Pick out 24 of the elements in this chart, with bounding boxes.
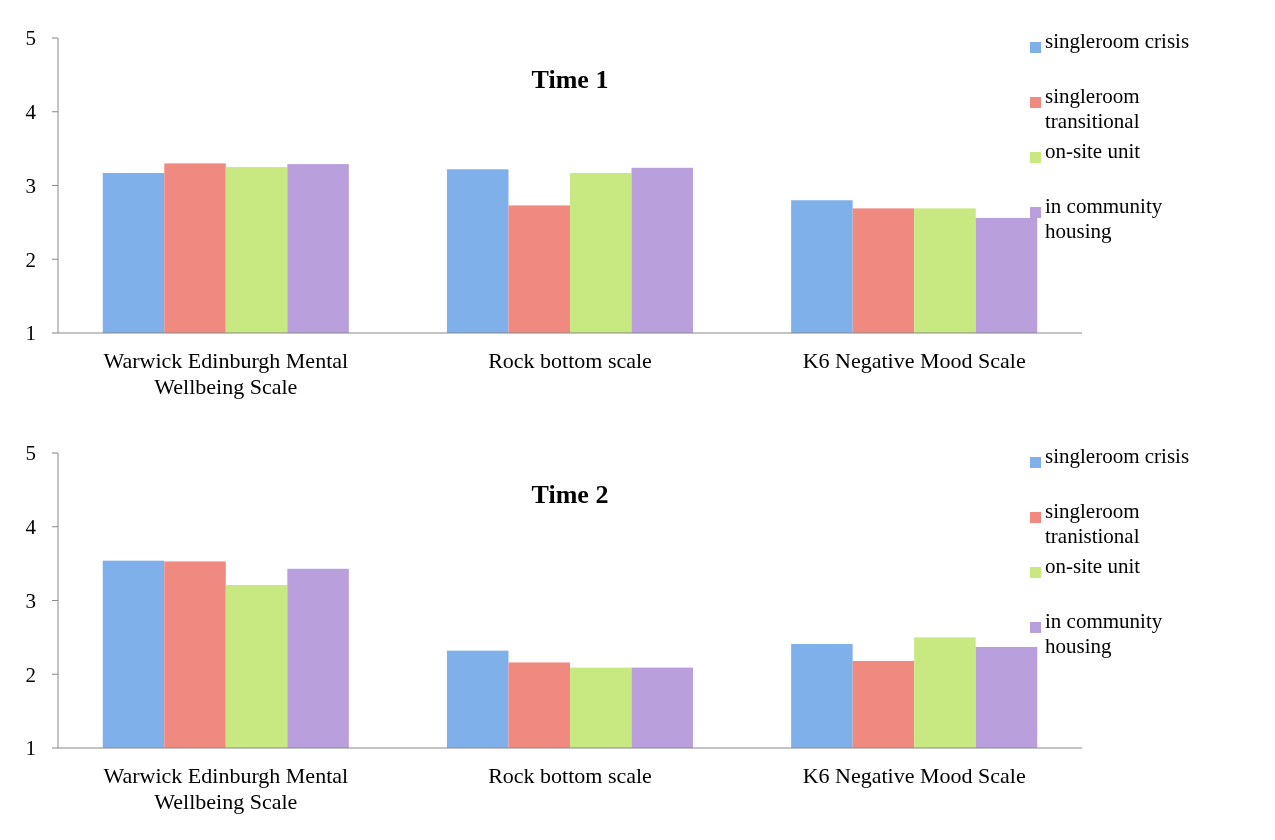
y-tick-label: 5 [25, 441, 36, 466]
y-tick-label: 4 [25, 515, 37, 540]
y-tick-label: 4 [25, 100, 37, 125]
legend-label: singleroom crisis [1045, 29, 1190, 53]
x-tick-label: K6 Negative Mood Scale [802, 348, 1026, 373]
y-tick-label: 3 [25, 588, 36, 613]
y-tick-label: 2 [25, 662, 36, 687]
y-tick-label: 2 [25, 247, 36, 272]
x-tick-label: Rock bottom scale [488, 348, 652, 373]
legend-label: singleroom crisis [1045, 444, 1190, 468]
x-tick-label: Rock bottom scale [488, 763, 652, 788]
legend-label: on-site unit [1045, 139, 1141, 163]
y-tick-label: 1 [25, 736, 36, 761]
x-tick-label: Warwick Edinburgh Mental Wellbeing Scale [103, 763, 349, 814]
x-tick-label: K6 Negative Mood Scale [802, 763, 1026, 788]
y-tick-label: 1 [25, 321, 36, 346]
legend-label: on-site unit [1045, 554, 1141, 578]
text: Time 2 [531, 480, 609, 509]
x-tick-label: Warwick Edinburgh Mental Wellbeing Scale [103, 348, 349, 399]
y-tick-label: 3 [25, 173, 36, 198]
legend-label: in community housing [1045, 609, 1163, 658]
y-tick-label: 5 [25, 26, 36, 51]
text: Time 1 [531, 65, 609, 94]
legend-label: in community housing [1045, 194, 1163, 243]
